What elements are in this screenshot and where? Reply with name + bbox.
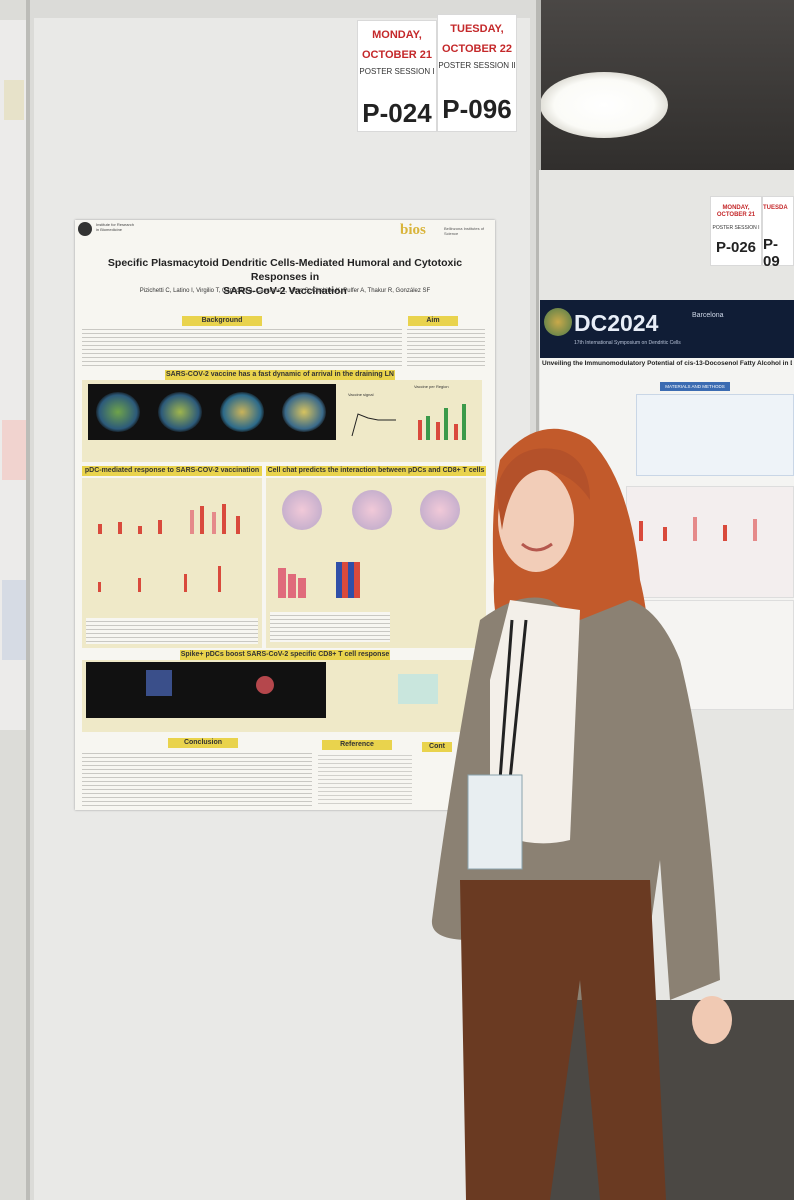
chord-diagram: [352, 490, 392, 530]
section-header-pdc-response: pDC-mediated response to SARS-COV-2 vacc…: [82, 466, 262, 476]
section-header-conclusion: Conclusion: [168, 738, 238, 748]
results-bars: [639, 517, 757, 541]
chord-diagram: [282, 490, 322, 530]
figure-caption: [86, 618, 258, 644]
session-label: POSTER SESSION II: [438, 61, 516, 70]
figure-vaccine-dynamics: Vaccine signal Vaccine per Region: [82, 380, 482, 462]
vaccine-signal-curve: [351, 413, 396, 437]
microscopy-panel: [86, 662, 326, 718]
dc2024-banner: DC2024 Barcelona 17th International Symp…: [540, 300, 794, 358]
dc-city: Barcelona: [692, 312, 724, 319]
histogram-plot: [398, 674, 438, 704]
left-poster-figure: [4, 80, 24, 120]
session-day: TUESDAY,: [450, 23, 504, 35]
microscopy-panel: [88, 384, 336, 440]
pdc-small-charts: [98, 566, 221, 592]
aim-text: [407, 326, 485, 368]
right-session-card: MONDAY, OCTOBER 21 POSTER SESSION I P-02…: [710, 196, 762, 266]
poster-number: P-024: [362, 98, 432, 128]
bios-logo: bios: [400, 222, 426, 238]
poster-title: Specific Plasmacytoid Dendritic Cells-Me…: [92, 256, 478, 298]
figure-caption: [270, 612, 390, 642]
poster-title-line: Specific Plasmacytoid Dendritic Cells-Me…: [107, 257, 463, 283]
pdc-bar-charts: [98, 504, 240, 534]
results-charts: [626, 486, 794, 598]
left-poster-chart: [2, 580, 26, 660]
reference-text: [318, 752, 412, 806]
background-text: [82, 326, 402, 368]
left-poster-chart: [2, 420, 26, 480]
section-header-vaccine-dynamics: SARS-COV-2 vaccine has a fast dynamic of…: [165, 370, 395, 380]
session-label: POSTER SESSION I: [712, 225, 760, 231]
methods-diagram: [636, 394, 794, 476]
lymph-node-image: [158, 392, 202, 432]
bios-tagline: Bellinzona Institutes of Science: [444, 226, 485, 236]
poster-number: P-096: [442, 94, 512, 124]
lymph-node-image: [96, 392, 140, 432]
vaccine-region-bars: [418, 404, 466, 440]
chord-diagram: [420, 490, 460, 530]
usi-logo-icon: [78, 222, 92, 236]
session-card-tuesday: TUESDAY, OCTOBER 22 POSTER SESSION II P-…: [437, 14, 517, 132]
figure-pdc-response: [82, 478, 262, 648]
conclusion-text: [82, 750, 312, 806]
lymph-node-image: [282, 392, 326, 432]
right-session-card-2: TUESDA P-09: [762, 196, 794, 270]
session-card-monday: MONDAY, OCTOBER 21 POSTER SESSION I P-02…: [357, 20, 437, 132]
poster-title-line: SARS-CoV-2 Vaccination: [223, 285, 347, 297]
session-date: OCTOBER 21: [716, 212, 756, 218]
ceiling-lamp: [540, 72, 668, 138]
lymph-node-image: [220, 392, 264, 432]
section-header-reference: Reference: [322, 740, 392, 750]
session-date: OCTOBER 22: [441, 43, 513, 55]
section-header-aim: Aim: [408, 316, 458, 326]
session-day: TUESDA: [763, 205, 788, 211]
poster-number: P-09: [763, 236, 780, 270]
cell-image: [256, 676, 274, 694]
figure-label-vaccine-region: Vaccine per Region: [414, 384, 449, 389]
poster-authors: Pizichetti C, Latino I, Virgilio T, Capu…: [139, 288, 431, 294]
section-header-spike-pdcs: Spike+ pDCs boost SARS-CoV-2 specific CD…: [180, 650, 390, 660]
section-header-background: Background: [182, 316, 262, 326]
figure-cell-chat: [266, 478, 486, 648]
poster-number: P-026: [715, 239, 757, 256]
session-label: POSTER SESSION I: [359, 67, 435, 76]
institute-name: Institute for Research in Biomedicine: [96, 222, 135, 232]
adjacent-poster-title: Unveiling the Immunomodulatory Potential…: [542, 360, 792, 367]
section-header-contact: Cont: [422, 742, 452, 752]
session-day: MONDAY,: [372, 29, 422, 41]
dc-title: DC2024: [574, 310, 659, 336]
cell-image: [146, 670, 172, 696]
figure-spike-pdcs: [82, 660, 482, 732]
figure-label-vaccine-signal: Vaccine signal: [348, 392, 374, 397]
session-day: MONDAY,: [722, 205, 750, 211]
materials-header: MATERIALS AND METHODS: [660, 382, 730, 391]
dc-subtitle: 17th International Symposium on Dendriti…: [574, 340, 681, 346]
presenter-person: [431, 428, 732, 1200]
interaction-bars: [278, 562, 360, 598]
section-header-cell-chat: Cell chat predicts the interaction betwe…: [266, 466, 486, 476]
session-date: OCTOBER 21: [361, 49, 433, 61]
dc-logo-icon: [544, 308, 572, 336]
